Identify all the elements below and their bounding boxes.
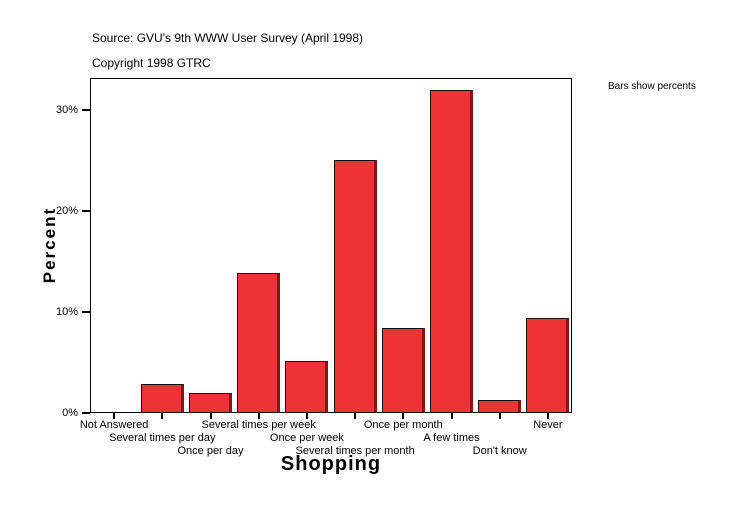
bar-several-times-per-week xyxy=(237,273,280,413)
y-axis-title: Percent xyxy=(40,206,60,284)
x-tick xyxy=(354,413,357,419)
y-tick-label: 20% xyxy=(55,205,78,218)
bar-a-few-times xyxy=(430,90,473,413)
x-tick-label: Several times per week xyxy=(201,419,316,431)
x-tick xyxy=(209,413,212,419)
x-tick-label: Don't know xyxy=(472,445,527,457)
x-tick xyxy=(546,413,549,419)
x-tick-label: Several times per month xyxy=(295,445,415,457)
y-tick-label: 10% xyxy=(55,306,78,319)
bar-never xyxy=(526,318,569,413)
bar-once-per-week xyxy=(285,361,328,413)
bar-once-per-month xyxy=(382,328,425,413)
y-tick xyxy=(82,109,90,112)
x-tick xyxy=(498,413,501,419)
x-tick-label: A few times xyxy=(423,432,480,444)
x-tick xyxy=(161,413,164,419)
y-tick xyxy=(82,210,90,213)
x-tick-label: Once per week xyxy=(269,432,344,444)
x-tick-label: Several times per day xyxy=(109,432,216,444)
bars-note: Bars show percents xyxy=(608,81,696,92)
x-tick-label: Once per month xyxy=(363,419,443,431)
y-tick-label: 0% xyxy=(62,407,78,419)
bar-don-t-know xyxy=(478,400,521,413)
x-tick xyxy=(305,413,308,419)
y-tick xyxy=(82,311,90,314)
x-tick xyxy=(113,413,116,419)
y-tick-label: 30% xyxy=(55,104,78,117)
y-tick xyxy=(82,412,90,414)
x-tick-label: Once per day xyxy=(177,445,244,457)
x-tick-label: Not Answered xyxy=(79,419,149,431)
plot-area xyxy=(90,78,572,413)
x-tick xyxy=(257,413,260,419)
bar-once-per-day xyxy=(189,393,232,413)
x-tick-label: Never xyxy=(533,419,563,431)
x-tick xyxy=(450,413,453,419)
bar-several-times-per-month xyxy=(334,160,377,413)
x-axis-title: Shopping xyxy=(280,453,382,475)
source-caption: Source: GVU's 9th WWW User Survey (April… xyxy=(92,31,364,45)
x-tick xyxy=(402,413,405,419)
bar-several-times-per-day xyxy=(141,384,184,413)
copyright-caption: Copyright 1998 GTRC xyxy=(92,56,211,70)
